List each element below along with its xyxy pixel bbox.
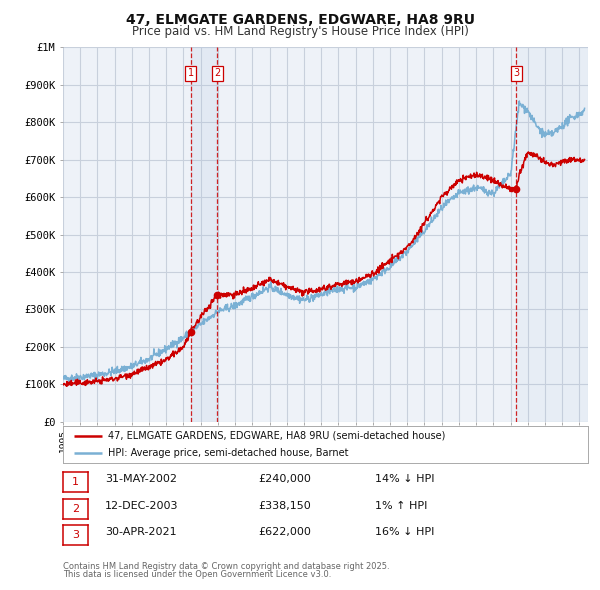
Text: 2: 2 — [214, 68, 220, 78]
Text: £240,000: £240,000 — [258, 474, 311, 484]
Text: Price paid vs. HM Land Registry's House Price Index (HPI): Price paid vs. HM Land Registry's House … — [131, 25, 469, 38]
Text: 1% ↑ HPI: 1% ↑ HPI — [375, 501, 427, 510]
Text: 3: 3 — [513, 68, 519, 78]
Text: 47, ELMGATE GARDENS, EDGWARE, HA8 9RU (semi-detached house): 47, ELMGATE GARDENS, EDGWARE, HA8 9RU (s… — [107, 431, 445, 441]
Text: 2: 2 — [72, 504, 79, 513]
Text: 12-DEC-2003: 12-DEC-2003 — [105, 501, 179, 510]
Text: 14% ↓ HPI: 14% ↓ HPI — [375, 474, 434, 484]
Text: HPI: Average price, semi-detached house, Barnet: HPI: Average price, semi-detached house,… — [107, 448, 348, 458]
Text: 30-APR-2021: 30-APR-2021 — [105, 527, 176, 537]
Text: 3: 3 — [72, 530, 79, 540]
Text: 31-MAY-2002: 31-MAY-2002 — [105, 474, 177, 484]
Text: £622,000: £622,000 — [258, 527, 311, 537]
Text: This data is licensed under the Open Government Licence v3.0.: This data is licensed under the Open Gov… — [63, 571, 331, 579]
Bar — [516, 47, 588, 422]
Bar — [191, 47, 217, 422]
Text: Contains HM Land Registry data © Crown copyright and database right 2025.: Contains HM Land Registry data © Crown c… — [63, 562, 389, 571]
Text: £338,150: £338,150 — [258, 501, 311, 510]
Text: 1: 1 — [188, 68, 194, 78]
Text: 47, ELMGATE GARDENS, EDGWARE, HA8 9RU: 47, ELMGATE GARDENS, EDGWARE, HA8 9RU — [125, 13, 475, 27]
Text: 16% ↓ HPI: 16% ↓ HPI — [375, 527, 434, 537]
Text: 1: 1 — [72, 477, 79, 487]
